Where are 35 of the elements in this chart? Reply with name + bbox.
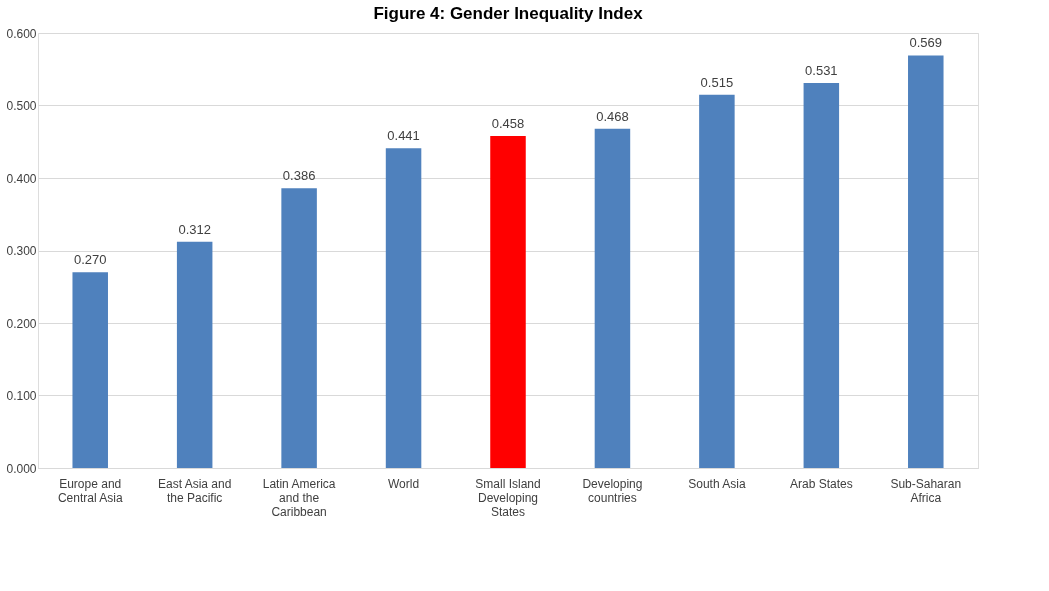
data-label: 0.312 — [178, 221, 211, 237]
y-tick-label: 0.600 — [6, 26, 37, 41]
data-label: 0.515 — [700, 74, 734, 90]
x-tick-label: East Asia and the Pacific — [157, 476, 232, 505]
x-tick-label: South Asia — [688, 476, 746, 491]
bar — [176, 241, 213, 468]
x-tick-label: Europe and Central Asia — [57, 476, 123, 505]
data-label: 0.458 — [491, 115, 525, 131]
y-tick-label: 0.100 — [6, 389, 37, 403]
x-tick-label: Developing countries — [582, 476, 643, 505]
y-tick-label: 0.300 — [6, 244, 37, 258]
x-tick-label: Latin America and the Caribbean — [262, 476, 336, 519]
data-label: 0.531 — [805, 63, 838, 79]
bar — [803, 83, 840, 468]
data-label: 0.386 — [282, 168, 316, 184]
bar — [594, 128, 631, 468]
x-tick-label: Small Island Developing States — [475, 476, 541, 519]
bar — [72, 272, 108, 468]
y-tick-label: 0.500 — [6, 99, 37, 113]
x-tick-label: Arab States — [789, 476, 853, 491]
chart-title: Figure 4: Gender Inequality Index — [373, 4, 644, 23]
bar — [490, 135, 526, 468]
bar — [281, 188, 317, 468]
data-label: 0.441 — [387, 128, 420, 144]
data-label: 0.569 — [909, 35, 943, 51]
data-label: 0.270 — [73, 252, 107, 268]
x-tick-label: World — [387, 476, 420, 491]
x-tick-label: Sub-Saharan Africa — [890, 476, 962, 505]
bar — [908, 55, 944, 468]
bar — [699, 94, 735, 468]
bar — [385, 148, 422, 468]
y-tick-label: 0.200 — [6, 316, 37, 331]
y-tick-label: 0.000 — [6, 461, 37, 476]
data-label: 0.468 — [596, 108, 629, 124]
y-tick-label: 0.400 — [6, 171, 37, 186]
